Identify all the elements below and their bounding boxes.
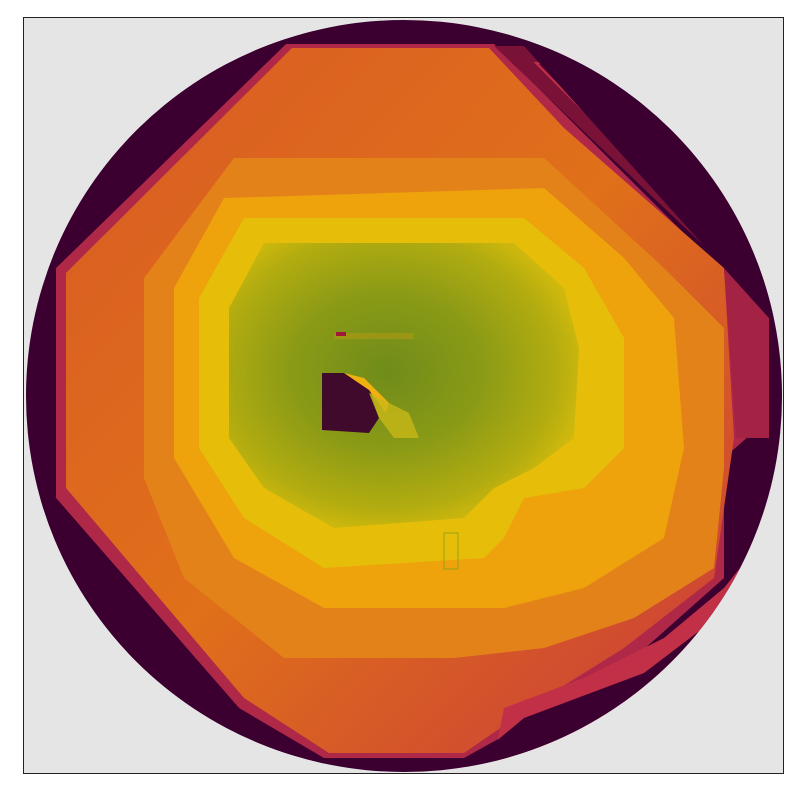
diagonal-channel	[494, 46, 764, 303]
band-crimson-lower-right	[494, 538, 769, 758]
small-artifact	[443, 532, 459, 570]
center-defect-glow	[369, 393, 419, 438]
image-frame	[23, 17, 784, 774]
core-olive	[229, 243, 579, 528]
center-streak	[334, 333, 414, 339]
center-streak-red	[336, 332, 346, 336]
center-defect	[322, 373, 379, 433]
heatmap-canvas	[26, 20, 782, 772]
band-darkred-right	[724, 268, 769, 438]
